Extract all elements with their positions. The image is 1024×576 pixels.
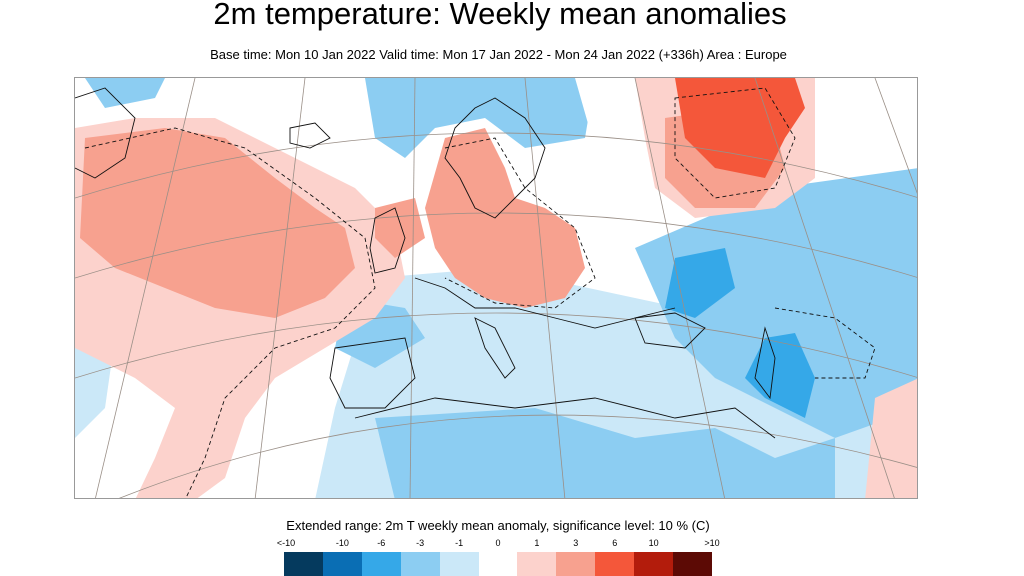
legend-labels: <-10 -10 -6 -3 -1 0 1 3 6 10 >10 [264,538,734,550]
legend-label: 6 [612,538,618,548]
latitude-line [75,132,917,199]
coastline-iberia [329,337,416,409]
coastline-mediterranean [354,397,776,439]
significance-contours [84,87,876,498]
legend-swatch [400,552,440,576]
anomaly-region-neg-mid [635,168,917,438]
legend-label: -3 [416,538,425,548]
legend-swatch [322,552,362,576]
legend-swatch [517,552,557,576]
legend-label: 1 [534,538,540,548]
anomaly-region-pos-mid [425,128,585,308]
longitude-line [754,78,895,498]
latitude-line [75,312,917,379]
legend-label: 10 [648,538,659,548]
graticule [75,78,917,498]
coastline-europe-mainland [414,277,676,329]
legend-label: 0 [495,538,501,548]
anomaly-region-pos-mid [80,128,355,318]
longitude-line [874,78,917,194]
legend-swatch [673,552,712,576]
latitude-line [75,212,917,279]
coastlines [75,87,776,439]
coastline-british-isles [369,207,406,274]
legend-label: -1 [455,538,464,548]
legend-swatch [439,552,479,576]
legend-color-bar [284,552,712,576]
legend-swatch [595,552,635,576]
legend-label: -10 [335,538,349,548]
coastline-greenland [75,87,136,179]
coastline-scandinavia [444,97,546,219]
longitude-line [524,78,566,498]
anomaly-region-neg-mid [365,78,595,158]
legend-label: 3 [573,538,579,548]
legend-title: Extended range: 2m T weekly mean anomaly… [286,518,710,533]
coastline-iceland [289,122,331,149]
map-canvas [75,78,917,498]
legend-swatch [556,552,596,576]
legend-label: <-10 [276,538,296,548]
coastline-italy [474,317,516,379]
significance-contour [84,127,376,498]
longitude-line [409,78,416,498]
legend-label: -6 [377,538,386,548]
legend-label: >10 [704,538,720,548]
legend-swatch [361,552,401,576]
legend-swatch [478,552,518,576]
anomaly-region-pos-light [865,378,917,498]
latitude-line [119,414,917,498]
longitude-line [634,78,725,498]
anomaly-region-pos-mid [375,198,425,258]
longitude-line [95,78,196,498]
chart-subtitle: Base time: Mon 10 Jan 2022 Valid time: M… [210,47,787,62]
coastline-caspian [754,326,776,400]
longitude-line [254,78,306,498]
anomaly-region-neg-mid [85,78,165,108]
anomaly-region-pos-strong [675,78,805,178]
anomaly-region-neg-strong [745,333,815,418]
coastline-black-sea [634,312,706,349]
chart-title: 2m temperature: Weekly mean anomalies [213,0,787,31]
anomaly-region-neutral [575,78,635,148]
anomaly-map [74,77,918,499]
legend-swatch [284,552,323,576]
legend-swatch [634,552,674,576]
